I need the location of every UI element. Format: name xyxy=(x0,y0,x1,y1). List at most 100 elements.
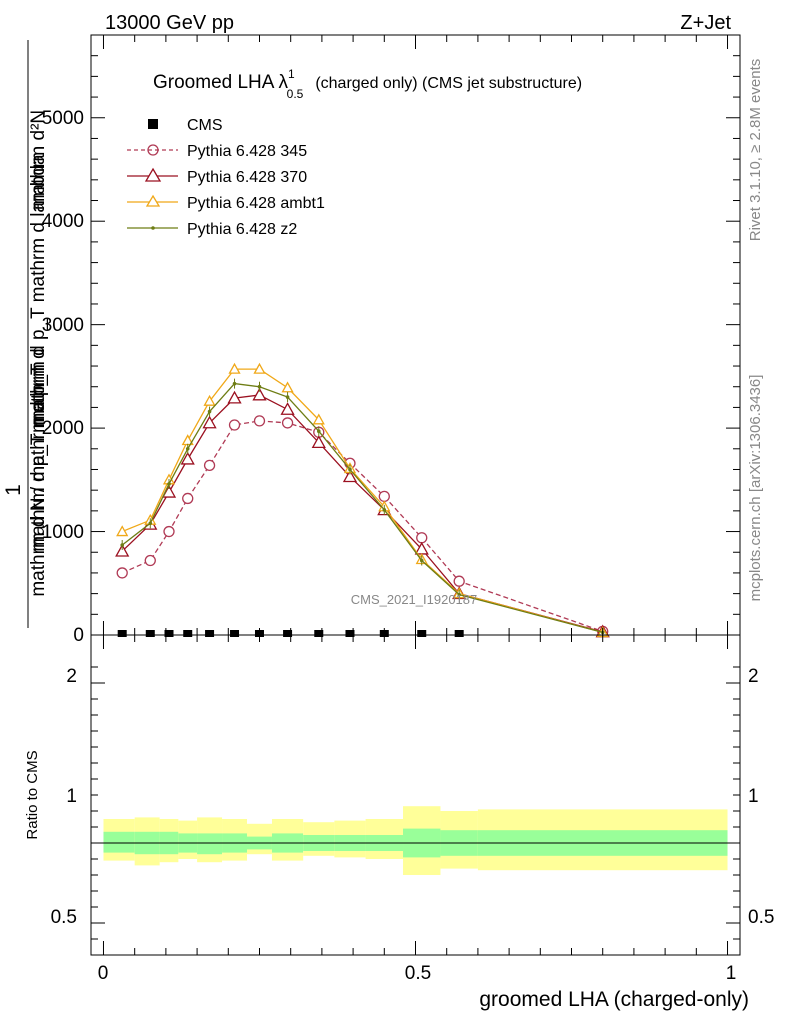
ratio-y-tick-label-1-left: 1 xyxy=(66,786,77,807)
header-left: 13000 GeV pp xyxy=(105,12,234,34)
data-point-cms xyxy=(164,630,174,637)
data-point-z2 xyxy=(382,508,387,512)
series-line-p370 xyxy=(121,394,603,633)
data-point-z2 xyxy=(348,467,352,472)
x-tick-label-0.5: 0.5 xyxy=(405,963,431,984)
legend-label-p370: Pythia 6.428 370 xyxy=(187,169,307,186)
data-point-ambt1 xyxy=(312,413,325,425)
data-point-cms xyxy=(345,630,355,637)
x-tick-label-1: 1 xyxy=(726,963,737,984)
title-lambda-sup: 1 xyxy=(288,67,295,81)
data-point-cms xyxy=(117,630,127,637)
data-point-p370 xyxy=(311,435,326,449)
data-point-ambt1 xyxy=(203,394,216,406)
data-point-cms xyxy=(417,630,427,637)
data-point-p345 xyxy=(416,532,428,544)
ratio-ticks xyxy=(91,635,740,955)
legend: CMS Pythia 6.428 345 Pythia 6.428 370 Py… xyxy=(127,117,325,238)
y-tick-label-1000: 1000 xyxy=(42,522,84,543)
legend-marker-p370 xyxy=(144,167,162,182)
data-point-z2 xyxy=(167,482,171,486)
analysis-watermark: CMS_2021_I1920187 xyxy=(351,592,478,607)
main-series-layer xyxy=(115,362,610,638)
data-point-p345 xyxy=(163,525,175,538)
ratio-band-inner xyxy=(103,831,135,853)
data-point-z2 xyxy=(285,395,290,399)
x-tick-label-0: 0 xyxy=(98,963,109,984)
legend-item-p370: Pythia 6.428 370 xyxy=(127,167,307,186)
data-point-p370 xyxy=(180,451,195,465)
ratio-y-axis-label: Ratio to CMS xyxy=(24,750,41,839)
title-lambda: λ xyxy=(278,72,288,93)
y-label-numerator-2: mathrm d p_T mathrm d lambda xyxy=(28,154,49,425)
data-point-cms xyxy=(183,630,193,637)
main-ticks xyxy=(91,35,740,636)
data-point-cms xyxy=(454,630,464,637)
y-tick-label-2000: 2000 xyxy=(42,418,84,439)
ratio-y-tick-label-0.5-right: 0.5 xyxy=(748,907,774,928)
data-point-z2 xyxy=(419,558,424,563)
data-point-ambt1 xyxy=(281,381,294,393)
series-line-z2 xyxy=(121,382,603,634)
ratio-band-inner xyxy=(197,833,223,855)
data-point-p370 xyxy=(227,390,242,404)
data-point-ambt1 xyxy=(228,362,241,374)
legend-item-cms: CMS xyxy=(148,117,223,134)
data-point-ambt1 xyxy=(253,362,266,374)
legend-label-cms: CMS xyxy=(187,117,223,134)
legend-item-p345: Pythia 6.428 345 xyxy=(127,143,307,160)
y-label-middle: mathrm d p_T mathrm d xyxy=(28,348,49,551)
y-tick-label-3000: 3000 xyxy=(42,315,84,336)
y-label-one: 1 xyxy=(2,484,25,496)
ratio-frame xyxy=(90,634,741,956)
data-point-p370 xyxy=(202,415,217,429)
ratio-y-tick-label-2-left: 2 xyxy=(66,666,77,687)
legend-label-z2: Pythia 6.428 z2 xyxy=(187,221,297,238)
y-label-numerator: mathrm d²N xyxy=(28,110,49,210)
data-point-cms xyxy=(283,630,293,637)
ratio-bands xyxy=(103,806,728,875)
data-point-z2 xyxy=(148,521,153,526)
legend-marker-ambt1 xyxy=(145,194,161,207)
y-tick-label-0: 0 xyxy=(73,625,84,646)
data-point-cms xyxy=(205,630,215,637)
plot-title: Groomed LHA λ1 0.5 (charged only) (CMS jet … xyxy=(153,67,582,101)
data-point-ambt1 xyxy=(116,525,129,537)
rivet-version-label: Rivet 3.1.10, ≥ 2.8M events xyxy=(747,59,764,242)
ratio-y-tick-label-1-right: 1 xyxy=(748,786,759,807)
data-point-p345 xyxy=(253,415,266,427)
title-rest: (charged only) (CMS jet substructure) xyxy=(315,75,582,92)
legend-marker-p345 xyxy=(147,144,159,156)
legend-marker-cms xyxy=(148,119,158,129)
data-point-cms xyxy=(230,630,240,637)
header-right: Z+Jet xyxy=(680,12,731,34)
legend-item-z2: Pythia 6.428 z2 xyxy=(127,221,297,238)
ratio-panel: 2 1 0.5 2 1 0.5 Ratio to CMS 0 0.5 1 gro… xyxy=(24,634,774,1011)
data-point-z2 xyxy=(457,592,461,597)
series-line-ambt1 xyxy=(121,368,603,634)
legend-marker-z2 xyxy=(151,226,155,230)
data-point-cms xyxy=(145,630,155,637)
data-point-z2 xyxy=(120,543,125,547)
data-point-p345 xyxy=(144,554,156,567)
data-point-p370 xyxy=(280,402,295,415)
data-point-z2 xyxy=(316,429,321,434)
main-y-axis-label: mathrm d²N mathrm d p_T mathrm d 1 mathr… xyxy=(2,40,49,628)
ratio-y-tick-label-2-right: 2 xyxy=(748,666,759,687)
x-axis-label: groomed LHA (charged-only) xyxy=(479,988,749,1011)
y-tick-label-4000: 4000 xyxy=(42,211,84,232)
title-main: Groomed LHA xyxy=(153,72,275,93)
mcplots-label: mcplots.cern.ch [arXiv:1306.3436] xyxy=(747,375,764,602)
title-lambda-sub: 0.5 xyxy=(287,87,304,101)
data-point-z2 xyxy=(232,381,237,386)
data-point-p345 xyxy=(228,419,241,431)
data-point-p345 xyxy=(182,492,194,505)
y-tick-label-5000: 5000 xyxy=(42,108,84,129)
ratio-y-tick-label-0.5-left: 0.5 xyxy=(51,907,77,928)
data-point-p370 xyxy=(252,387,267,401)
data-point-p345 xyxy=(378,490,390,503)
data-point-z2 xyxy=(207,409,212,414)
data-point-z2 xyxy=(257,384,262,389)
data-point-p370 xyxy=(342,469,358,483)
